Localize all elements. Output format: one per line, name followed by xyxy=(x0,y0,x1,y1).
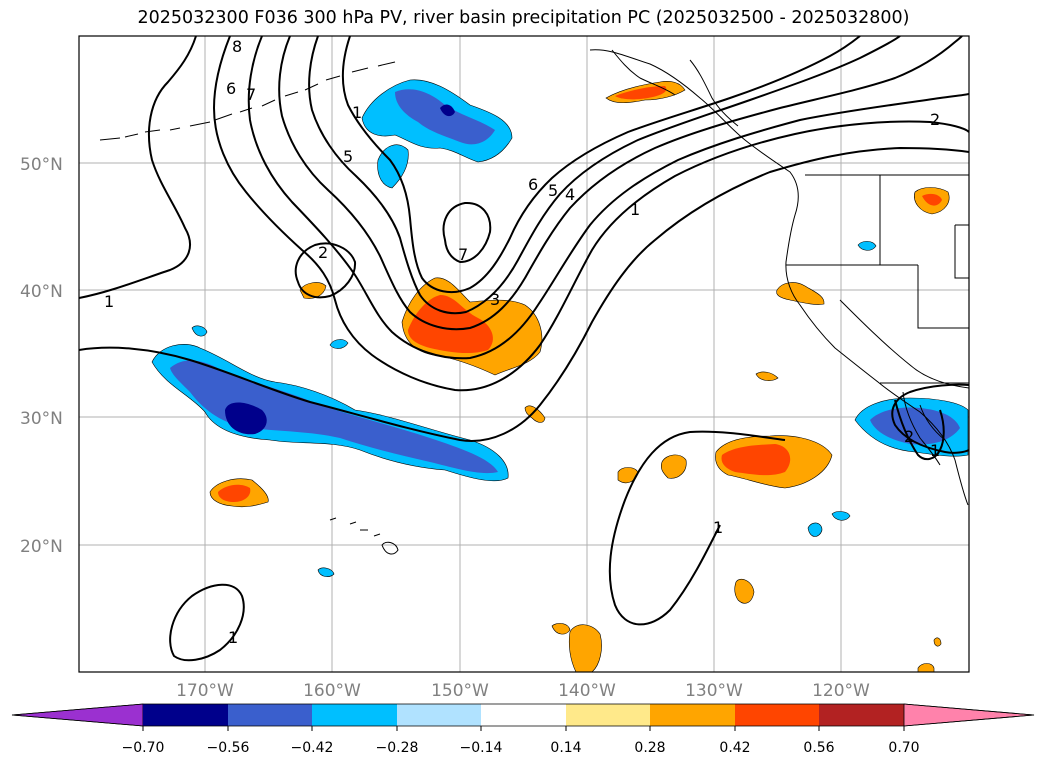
contour-label: 6 xyxy=(226,79,236,98)
contour-label: 2 xyxy=(318,243,328,262)
pv-contour-labels: 1 1 2 5 6 7 8 2 7 3 6 5 4 1 2 1 1 1 xyxy=(104,37,940,647)
colorbar-tick-label: 0.14 xyxy=(550,740,581,756)
colorbar-extend-max xyxy=(903,703,1035,727)
pv-contours xyxy=(79,36,969,662)
lat-label: 40°N xyxy=(20,282,63,302)
lon-label: 160°W xyxy=(303,681,361,701)
colorbar-segment xyxy=(143,704,228,726)
lon-label: 150°W xyxy=(431,681,489,701)
colorbar-tick-label: −0.70 xyxy=(122,740,165,756)
lat-label: 30°N xyxy=(20,409,63,429)
map-border xyxy=(78,35,970,673)
contour-label: 8 xyxy=(232,37,242,56)
lon-label: 170°W xyxy=(176,681,234,701)
lat-label: 20°N xyxy=(20,537,63,557)
contour-label: 5 xyxy=(548,181,558,200)
colorbar-segment xyxy=(312,704,397,726)
colorbar-segment xyxy=(397,704,481,726)
contour-label: 2 xyxy=(904,427,914,446)
colorbar-extend-min xyxy=(11,703,144,727)
colorbar-segment xyxy=(481,704,566,726)
contour-label: 1 xyxy=(352,103,362,122)
contour-label: 2 xyxy=(930,110,940,129)
colorbar-tick-label: −0.42 xyxy=(291,740,334,756)
coastlines xyxy=(589,49,969,506)
contour-label: 6 xyxy=(528,175,538,194)
colorbar-tick-label: 0.56 xyxy=(803,740,834,756)
colorbar-tick-label: 0.42 xyxy=(719,740,750,756)
contour-label: 7 xyxy=(458,245,468,264)
lat-label: 50°N xyxy=(20,155,63,175)
latitude-labels: 50°N 40°N 30°N 20°N xyxy=(20,155,63,557)
islands xyxy=(99,61,399,555)
contour-label: 1 xyxy=(713,518,723,537)
contour-label: 1 xyxy=(930,441,940,460)
map-title: 2025032300 F036 300 hPa PV, river basin … xyxy=(137,8,910,28)
longitude-labels: 170°W 160°W 150°W 140°W 130°W 120°W xyxy=(176,681,870,701)
colorbar-segment xyxy=(819,704,904,726)
colorbar-tick-label: −0.14 xyxy=(460,740,503,756)
lon-label: 130°W xyxy=(685,681,743,701)
colorbar-tick-label: 0.28 xyxy=(634,740,665,756)
colorbar: −0.70 −0.56 −0.42 −0.28 −0.14 0.14 0.28 … xyxy=(11,703,1035,756)
contour-label: 4 xyxy=(565,185,575,204)
lon-label: 140°W xyxy=(558,681,616,701)
contour-label: 1 xyxy=(630,200,640,219)
colorbar-tick-label: 0.70 xyxy=(888,740,919,756)
contour-label: 1 xyxy=(228,628,238,647)
contour-label: 1 xyxy=(104,292,114,311)
colorbar-segment xyxy=(228,704,312,726)
colorbar-segment xyxy=(566,704,650,726)
contour-label: 7 xyxy=(246,85,256,104)
lon-label: 120°W xyxy=(812,681,870,701)
colorbar-segment xyxy=(650,704,735,726)
colorbar-tick-label: −0.56 xyxy=(207,740,250,756)
colorbar-segment xyxy=(735,704,819,726)
contour-label: 3 xyxy=(490,290,500,309)
contour-label: 5 xyxy=(343,147,353,166)
colorbar-tick-label: −0.28 xyxy=(376,740,419,756)
